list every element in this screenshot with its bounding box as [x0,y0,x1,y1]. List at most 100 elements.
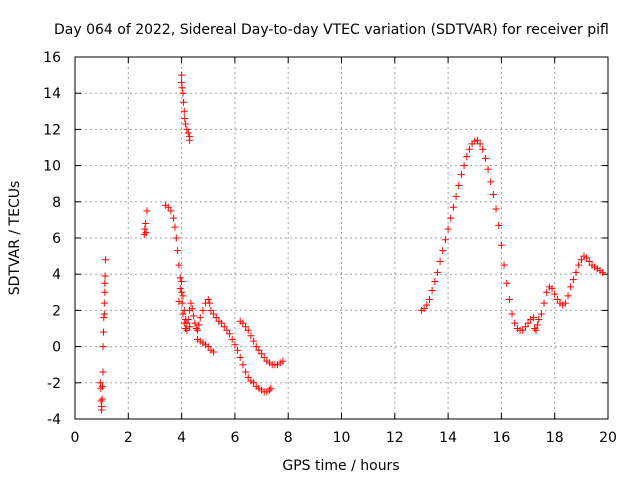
data-point [425,296,433,304]
data-point [167,207,175,215]
data-point [484,165,492,173]
data-point [479,145,487,153]
data-point [199,306,207,314]
data-point [218,319,226,327]
data-point [444,225,452,233]
data-point [140,230,148,238]
data-point [473,136,481,144]
data-point [176,274,184,282]
y-tick-label: 14 [43,86,61,102]
data-point [242,368,250,376]
data-point [463,153,471,161]
data-point [98,382,106,390]
data-point [266,386,274,394]
data-point [170,214,178,222]
x-tick-label: 18 [546,430,564,446]
data-point [175,261,183,269]
data-point [551,290,559,298]
data-point [207,306,215,314]
x-tick-label: 6 [230,430,239,446]
data-point [535,315,543,323]
data-point [567,283,575,291]
x-tick-label: 0 [71,430,80,446]
data-point [423,301,431,309]
data-point [231,341,239,349]
data-point [192,325,200,332]
data-point [577,256,585,264]
data-point [178,277,186,285]
data-point [457,171,465,179]
data-point [487,178,495,186]
x-tick-label: 14 [439,430,457,446]
data-point [455,182,463,190]
data-point [142,229,150,237]
x-tick-label: 20 [599,430,617,446]
data-point [164,203,172,211]
data-point [184,129,192,137]
data-point [267,384,275,392]
y-tick-label: 12 [43,122,61,138]
data-point [242,323,250,331]
data-point [497,241,505,249]
data-point [572,268,580,276]
data-point [465,145,473,153]
data-point [97,384,105,392]
data-point [143,207,151,215]
data-point [505,296,513,304]
axis-ticks: 0 2 4 6 8 10 12 14 16 18 20 -4 -2 0 2 4 6 8 10 12 14 16 [43,50,617,446]
data-point [178,84,186,92]
data-point [431,277,439,285]
data-point [439,247,447,255]
y-tick-label: 4 [52,267,61,283]
data-point [178,71,186,79]
data-point [561,299,569,307]
data-point [279,357,287,365]
data-point [176,285,184,293]
data-point [460,162,468,170]
data-point [250,379,258,387]
y-tick-label: -4 [47,412,61,428]
data-point [100,314,108,322]
data-point [529,314,537,322]
data-point [244,373,252,381]
y-tick-label: 10 [43,159,61,175]
data-point [239,319,247,327]
data-points [96,71,607,414]
data-point [250,337,258,345]
y-tick-label: -2 [47,376,61,392]
data-point [191,319,199,327]
data-point [182,120,190,128]
data-point [172,234,180,242]
data-point [548,285,556,293]
data-point [175,297,183,305]
data-point [101,279,109,287]
data-point [179,98,187,106]
data-point [495,221,503,229]
data-point [489,191,497,199]
data-point [194,326,202,334]
data-point [255,346,263,354]
data-point [186,323,194,331]
data-point [99,343,107,351]
data-point [182,325,190,332]
data-point [449,203,457,211]
data-point [181,115,189,123]
data-point [100,299,108,307]
data-point [142,220,150,228]
x-tick-label: 12 [386,430,404,446]
data-point [195,321,203,329]
x-tick-label: 2 [124,430,133,446]
data-point [511,319,519,327]
data-point [100,328,108,336]
data-point [503,279,511,287]
data-point [481,154,489,162]
data-point [564,292,572,300]
data-point [101,272,109,280]
data-point [553,296,561,304]
y-tick-label: 16 [43,50,61,66]
y-tick-label: 2 [52,303,61,319]
data-point [239,361,247,369]
data-point [492,205,500,213]
data-point [186,136,194,144]
data-point [521,323,529,331]
